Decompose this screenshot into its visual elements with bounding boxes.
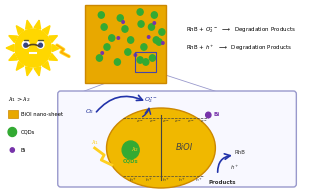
Polygon shape — [49, 53, 58, 60]
Circle shape — [39, 43, 42, 47]
Polygon shape — [34, 20, 41, 29]
FancyBboxPatch shape — [8, 110, 18, 118]
Circle shape — [128, 37, 134, 43]
Circle shape — [24, 43, 27, 47]
Circle shape — [122, 141, 139, 159]
Circle shape — [147, 36, 150, 38]
Circle shape — [15, 29, 51, 67]
FancyBboxPatch shape — [85, 5, 166, 83]
Circle shape — [104, 44, 110, 50]
Circle shape — [109, 35, 115, 41]
Circle shape — [206, 112, 211, 118]
Polygon shape — [16, 26, 24, 34]
Text: $e^-$: $e^-$ — [187, 119, 195, 125]
Text: BiOI: BiOI — [176, 143, 193, 153]
Circle shape — [22, 41, 29, 48]
Circle shape — [138, 21, 144, 27]
Text: $h^+$: $h^+$ — [178, 176, 186, 184]
Circle shape — [101, 24, 107, 30]
Polygon shape — [26, 67, 32, 76]
Text: $e^-$: $e^-$ — [136, 119, 144, 125]
Circle shape — [151, 12, 157, 18]
Text: Products: Products — [209, 180, 236, 185]
Text: $O_2$: $O_2$ — [85, 108, 94, 116]
Polygon shape — [42, 26, 50, 34]
Circle shape — [159, 29, 165, 35]
Polygon shape — [34, 67, 41, 76]
Text: BiOI nano-sheet: BiOI nano-sheet — [21, 112, 63, 116]
Circle shape — [122, 21, 124, 23]
Ellipse shape — [106, 108, 216, 188]
Polygon shape — [26, 20, 32, 29]
Circle shape — [137, 9, 143, 15]
Text: Bi: Bi — [213, 112, 219, 118]
Text: RhB: RhB — [235, 149, 246, 154]
Text: $e^-$: $e^-$ — [162, 119, 169, 125]
Polygon shape — [9, 36, 17, 43]
Circle shape — [98, 12, 104, 18]
Text: $\lambda_1 > \lambda_2$: $\lambda_1 > \lambda_2$ — [8, 96, 30, 105]
Circle shape — [149, 24, 155, 30]
Text: $h^+$: $h^+$ — [162, 176, 170, 184]
Circle shape — [37, 41, 44, 48]
Circle shape — [101, 52, 103, 54]
Circle shape — [134, 54, 137, 56]
Circle shape — [10, 148, 15, 152]
Polygon shape — [6, 44, 14, 52]
Polygon shape — [52, 44, 60, 52]
Text: $e^-$: $e^-$ — [174, 119, 182, 125]
Text: $\lambda_2$: $\lambda_2$ — [131, 146, 140, 154]
Text: $h^+$: $h^+$ — [230, 163, 240, 172]
Text: $e^-$: $e^-$ — [200, 119, 207, 125]
Text: $O_2^{\bullet-}$: $O_2^{\bullet-}$ — [144, 95, 159, 105]
FancyBboxPatch shape — [58, 91, 296, 187]
Circle shape — [141, 44, 147, 50]
Text: RhB + $h^+$  $\longrightarrow$  Degradation Products: RhB + $h^+$ $\longrightarrow$ Degradatio… — [185, 43, 292, 53]
Text: Bi: Bi — [21, 147, 26, 153]
Circle shape — [125, 49, 131, 55]
Text: $h^+$: $h^+$ — [195, 176, 203, 184]
Circle shape — [114, 59, 120, 65]
Polygon shape — [42, 62, 50, 70]
Text: $h^+$: $h^+$ — [129, 176, 137, 184]
Circle shape — [149, 55, 155, 61]
Circle shape — [8, 128, 16, 136]
Text: CQDs: CQDs — [123, 159, 138, 163]
Text: $h^+$: $h^+$ — [145, 176, 153, 184]
Text: $\lambda_1$: $\lambda_1$ — [90, 139, 99, 147]
Circle shape — [117, 15, 123, 21]
Circle shape — [153, 22, 155, 24]
Circle shape — [96, 55, 102, 61]
Polygon shape — [16, 62, 24, 70]
Circle shape — [137, 57, 143, 63]
Text: RhB + $O_2^{\bullet-}$  $\longrightarrow$  Degradation Products: RhB + $O_2^{\bullet-}$ $\longrightarrow$… — [185, 25, 295, 35]
Circle shape — [156, 39, 162, 45]
Polygon shape — [49, 36, 58, 43]
Circle shape — [117, 37, 119, 39]
Circle shape — [161, 42, 164, 44]
Circle shape — [153, 37, 159, 43]
Circle shape — [122, 26, 128, 32]
Text: CQDs: CQDs — [21, 129, 35, 135]
Circle shape — [143, 59, 149, 65]
Polygon shape — [9, 53, 17, 60]
Text: $e^-$: $e^-$ — [149, 119, 157, 125]
